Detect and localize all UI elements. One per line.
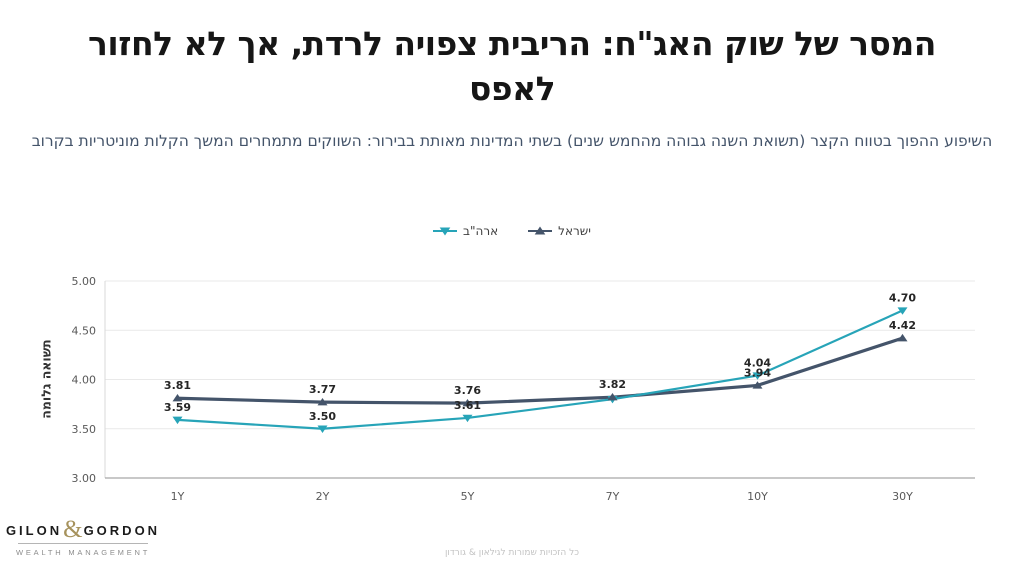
y-axis-title: תשואה גלומה — [38, 339, 54, 419]
data-point-label-usa: 3.61 — [454, 399, 481, 412]
gilon-gordon-logo: GILON & GORDON WEALTH MANAGEMENT — [6, 516, 157, 557]
data-point-marker-usa — [897, 307, 908, 315]
data-point-marker-usa — [317, 425, 328, 433]
triangle-down-legend-marker-icon — [433, 227, 458, 236]
logo-name-right: GORDON — [83, 522, 161, 538]
data-point-marker-usa — [172, 416, 183, 425]
data-point-label-usa: 4.70 — [889, 292, 916, 305]
x-tick-label: 5Y — [461, 490, 475, 503]
slide-title: המסר של שוק האג"ח: הריבית צפויה לרדת, אך… — [88, 24, 936, 108]
triangle-up-legend-marker-icon — [528, 226, 553, 235]
data-point-label-israel: 3.94 — [744, 366, 771, 379]
chart-legend: ארה"ב ישראל — [0, 224, 1024, 238]
y-tick-label: 5.00 — [72, 275, 97, 288]
data-point-marker-israel — [317, 397, 328, 406]
data-point-marker-usa — [462, 414, 473, 423]
legend-label-usa: ארה"ב — [463, 224, 499, 238]
x-tick-label: 1Y — [171, 490, 185, 503]
legend-marker-shape — [439, 227, 451, 236]
chart-canvas: 3.00 3.50 4.00 4.50 5.00 1Y 2Y 5Y 7Y 10Y 30Y 3.59 3.… — [72, 275, 975, 503]
logo-name-left: GILON — [5, 522, 63, 538]
data-point-marker-israel — [607, 393, 618, 401]
series-line-israel — [175, 336, 905, 405]
data-point-marker-israel — [752, 381, 763, 389]
data-point-label-israel: 3.77 — [309, 383, 336, 396]
line-chart: 3.00 3.50 4.00 4.50 5.00 1Y 2Y 5Y 7Y 10Y 30Y 3.59 3.… — [0, 262, 1024, 517]
logo-tagline: WEALTH MANAGEMENT — [16, 547, 151, 557]
data-point-label-israel: 4.42 — [889, 319, 916, 332]
data-point-label-usa: 4.04 — [744, 357, 771, 370]
legend-item-israel: ישראל — [528, 224, 591, 238]
slide-subtitle: השיפוע ההפוך בטווח הקצר (תשואת השנה גבוה… — [31, 132, 993, 150]
logo-name: GILON & GORDON — [6, 516, 157, 543]
data-point-marker-israel — [172, 394, 183, 402]
data-point-marker-israel — [462, 398, 473, 407]
legend-item-usa: ארה"ב — [433, 224, 498, 238]
legend-marker-shape — [534, 226, 546, 235]
x-tick-label: 30Y — [892, 490, 913, 503]
data-point-label-israel: 3.82 — [599, 378, 626, 391]
y-tick-label: 3.50 — [72, 423, 97, 436]
data-point-label-usa: 3.50 — [309, 410, 336, 423]
y-tick-label: 3.00 — [72, 472, 97, 485]
x-tick-label: 10Y — [747, 490, 768, 503]
logo-divider — [18, 542, 148, 544]
legend-label-israel: ישראל — [558, 224, 591, 238]
logo-ampersand: & — [63, 516, 83, 543]
data-point-label-usa: 3.59 — [164, 401, 191, 414]
copyright-text: כל הזכויות שמורות לגילאון & גורדון — [444, 548, 580, 558]
series-line-usa — [176, 309, 904, 430]
x-tick-label: 7Y — [606, 490, 620, 503]
x-tick-label: 2Y — [316, 490, 330, 503]
data-point-label-israel: 3.76 — [454, 384, 481, 397]
data-point-marker-usa — [752, 372, 763, 380]
data-point-label-israel: 3.81 — [164, 379, 191, 392]
y-tick-label: 4.50 — [72, 324, 97, 337]
data-point-marker-israel — [897, 333, 908, 342]
y-tick-label: 4.00 — [72, 374, 97, 387]
